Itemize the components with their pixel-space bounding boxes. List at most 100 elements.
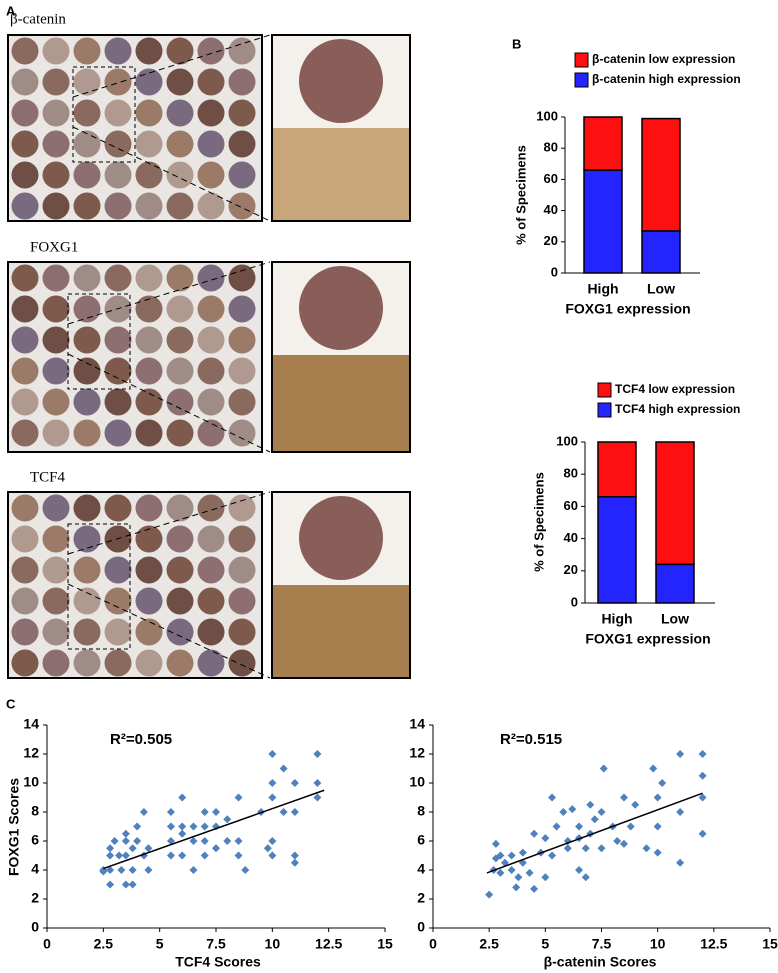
tissue-core xyxy=(166,192,194,220)
tissue-core xyxy=(73,161,101,189)
tissue-core xyxy=(197,264,225,292)
tissue-core xyxy=(11,295,39,323)
x-tick-label: 10 xyxy=(650,936,666,952)
tissue-core xyxy=(228,649,256,677)
tissue-core xyxy=(73,130,101,158)
tissue-core xyxy=(11,99,39,127)
y-tick-label: 4 xyxy=(417,861,425,877)
tissue-core xyxy=(73,525,101,553)
tissue-core xyxy=(104,357,132,385)
scatter-point xyxy=(507,866,516,874)
tissue-core xyxy=(166,130,194,158)
y-tick-label: 2 xyxy=(31,890,39,906)
y-tick-label: 20 xyxy=(544,233,558,248)
scatter-point xyxy=(189,837,198,845)
tissue-core xyxy=(197,192,225,220)
stain-label: FOXG1 xyxy=(30,239,78,255)
tissue-core xyxy=(73,37,101,65)
tissue-core xyxy=(42,525,70,553)
y-tick-label: 14 xyxy=(23,716,39,732)
scatter-point xyxy=(496,851,505,860)
scatter-point xyxy=(241,866,250,874)
tissue-core xyxy=(73,264,101,292)
scatter-point xyxy=(290,851,299,860)
bar-segment xyxy=(583,116,623,171)
tissue-core xyxy=(135,525,163,553)
y-tick-label: 8 xyxy=(417,803,425,819)
tissue-core xyxy=(228,326,256,354)
tissue-core xyxy=(135,494,163,522)
scatter-point xyxy=(178,851,187,860)
x-tick-label: 5 xyxy=(156,936,164,952)
tissue-core xyxy=(228,618,256,646)
inset-core xyxy=(299,266,383,350)
scatter-point xyxy=(223,815,232,824)
y-tick-label: 4 xyxy=(31,861,39,877)
tissue-core xyxy=(166,525,194,553)
tissue-core xyxy=(228,99,256,127)
scatter-point xyxy=(178,822,187,831)
tissue-core xyxy=(11,419,39,447)
stain-label: β-catenin xyxy=(10,11,66,27)
tissue-core xyxy=(166,357,194,385)
x-tick-label: 2.5 xyxy=(479,936,499,952)
tissue-core xyxy=(228,68,256,96)
tissue-core xyxy=(42,326,70,354)
scatter-point xyxy=(525,868,534,877)
scatter-point xyxy=(586,800,595,809)
tissue-core xyxy=(104,37,132,65)
scatter-point xyxy=(99,867,108,876)
tissue-core xyxy=(197,99,225,127)
scatter-point xyxy=(642,844,651,853)
scatter-point xyxy=(212,844,220,853)
bar-segment xyxy=(597,441,637,498)
tissue-core xyxy=(135,556,163,584)
tissue-core xyxy=(228,419,256,447)
scatter-point xyxy=(128,844,137,853)
y-tick-label: 6 xyxy=(31,832,39,848)
tissue-core xyxy=(11,525,39,553)
tissue-core xyxy=(11,587,39,615)
tissue-core xyxy=(135,419,163,447)
tissue-core xyxy=(197,556,225,584)
tissue-core xyxy=(166,37,194,65)
zoom-box xyxy=(72,66,136,163)
scatter-point xyxy=(559,808,568,816)
scatter-point xyxy=(619,793,628,802)
scatter-point xyxy=(166,837,175,845)
scatter-point xyxy=(313,793,322,802)
scatter-point xyxy=(563,844,572,853)
tissue-core xyxy=(42,494,70,522)
zoom-line xyxy=(67,353,271,453)
x-tick-label: 2.5 xyxy=(94,936,114,952)
scatter-point xyxy=(110,837,119,845)
legend-swatch xyxy=(597,382,612,398)
tissue-core xyxy=(11,357,39,385)
tissue-core xyxy=(42,130,70,158)
x-tick-label: 12.5 xyxy=(700,936,727,952)
tissue-core xyxy=(135,192,163,220)
scatter-point xyxy=(268,851,277,860)
tissue-core xyxy=(166,587,194,615)
tissue-core xyxy=(42,192,70,220)
scatter-point xyxy=(234,851,243,860)
tissue-core xyxy=(166,556,194,584)
x-tick-label: 7.5 xyxy=(206,936,226,952)
scatter-point xyxy=(485,890,494,899)
tissue-core xyxy=(42,357,70,385)
y-tick-label: 40 xyxy=(544,202,558,217)
scatter-point xyxy=(106,851,115,860)
tissue-core xyxy=(73,99,101,127)
y-tick-label: 80 xyxy=(564,466,578,481)
tissue-core xyxy=(11,161,39,189)
tissue-core xyxy=(104,264,132,292)
tissue-core xyxy=(135,264,163,292)
scatter-point xyxy=(166,822,175,831)
tissue-core xyxy=(104,130,132,158)
tissue-core xyxy=(228,357,256,385)
scatter-point xyxy=(530,884,539,893)
tissue-core xyxy=(197,494,225,522)
scatter-point xyxy=(268,793,277,802)
scatter-point xyxy=(518,848,527,857)
